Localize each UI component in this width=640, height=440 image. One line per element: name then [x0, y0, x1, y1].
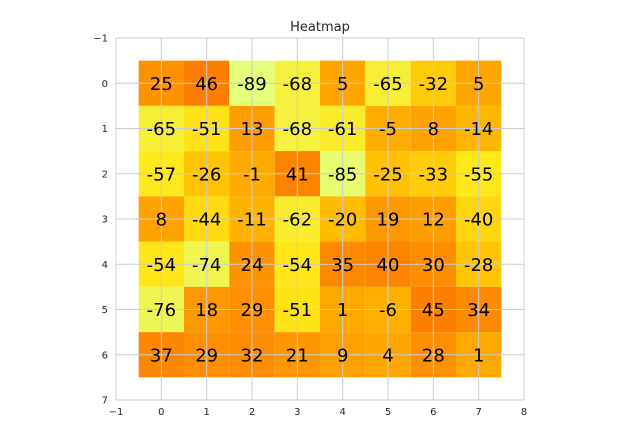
cell-value-label: 41 [286, 164, 309, 185]
cell-value-label: -5 [379, 119, 397, 140]
cell-value-label: 19 [377, 210, 400, 231]
x-tick-label: 6 [430, 407, 436, 418]
x-tick-label: 4 [339, 407, 345, 418]
cell-value-label: 9 [337, 345, 348, 366]
x-tick-label: 0 [158, 407, 164, 418]
cell-value-label: 1 [473, 345, 484, 366]
cell-value-label: 40 [377, 255, 400, 276]
x-tick-label: 8 [521, 407, 527, 418]
cell-value-label: 34 [467, 300, 490, 321]
y-tick-label: 7 [102, 396, 108, 407]
y-tick-label: 4 [102, 260, 108, 271]
cell-value-label: -54 [283, 255, 312, 276]
chart-title: Heatmap [290, 20, 350, 35]
x-tick-label: 5 [385, 407, 391, 418]
cell-value-label: 30 [422, 255, 445, 276]
cell-value-label: -55 [464, 164, 493, 185]
cell-value-label: -28 [464, 255, 493, 276]
cell-value-label: 29 [241, 300, 264, 321]
y-tick-label: −1 [93, 34, 108, 45]
cell-value-label: 28 [422, 345, 445, 366]
cell-value-label: -25 [373, 164, 402, 185]
cell-value-label: 8 [156, 210, 167, 231]
x-tick-label: 2 [249, 407, 255, 418]
cell-value-label: -40 [464, 210, 493, 231]
cell-value-label: -51 [283, 300, 312, 321]
cell-value-label: 24 [241, 255, 264, 276]
plot-area: 25 46 -89 -68 5 -65 -32 5-65 -51 13 -68 -61 -5 8 -14-5… [93, 34, 527, 419]
cell-value-label: -68 [283, 74, 312, 95]
x-tick-label: 7 [475, 407, 481, 418]
cell-value-label: 35 [331, 255, 354, 276]
cell-value-label: -14 [464, 119, 493, 140]
cell-value-label: 5 [473, 74, 484, 95]
cell-value-label: -6 [379, 300, 397, 321]
cell-value-label: 29 [195, 345, 218, 366]
cell-value-label: 5 [337, 74, 348, 95]
cell-value-label: 18 [195, 300, 218, 321]
cell-value-label: -26 [192, 164, 221, 185]
cell-value-label: -65 [147, 119, 176, 140]
y-tick-label: 1 [102, 124, 108, 135]
x-tick-label: 1 [203, 407, 209, 418]
cell-value-label: -57 [147, 164, 176, 185]
cell-value-label: 1 [337, 300, 348, 321]
cell-value-label: -54 [147, 255, 176, 276]
cell-value-label: -89 [237, 74, 266, 95]
cell-value-label: 37 [150, 345, 173, 366]
cell-value-label: -1 [243, 164, 261, 185]
cell-value-label: -74 [192, 255, 221, 276]
cell-value-label: -51 [192, 119, 221, 140]
cell-value-label: -11 [237, 210, 266, 231]
cell-value-label: -44 [192, 210, 221, 231]
cell-value-label: -32 [419, 74, 448, 95]
y-tick-label: 3 [102, 215, 108, 226]
cell-value-label: -76 [147, 300, 176, 321]
cell-value-label: 8 [428, 119, 439, 140]
cell-value-label: 45 [422, 300, 445, 321]
cell-value-label: -20 [328, 210, 357, 231]
cell-value-label: 21 [286, 345, 309, 366]
cell-value-label: -62 [283, 210, 312, 231]
y-tick-label: 2 [102, 169, 108, 180]
y-tick-label: 5 [102, 305, 108, 316]
cell-value-label: -61 [328, 119, 357, 140]
y-tick-label: 0 [102, 79, 108, 90]
y-tick-label: 6 [102, 350, 108, 361]
cell-value-label: 4 [382, 345, 393, 366]
cell-value-label: 25 [150, 74, 173, 95]
x-tick-label: −1 [109, 407, 124, 418]
cell-value-label: 46 [195, 74, 218, 95]
cell-value-label: 32 [241, 345, 264, 366]
x-tick-label: 3 [294, 407, 300, 418]
cell-value-label: -65 [373, 74, 402, 95]
cell-value-label: 12 [422, 210, 445, 231]
cell-value-label: -68 [283, 119, 312, 140]
cell-value-label: 13 [241, 119, 264, 140]
cell-value-label: -85 [328, 164, 357, 185]
cell-value-label: -33 [419, 164, 448, 185]
